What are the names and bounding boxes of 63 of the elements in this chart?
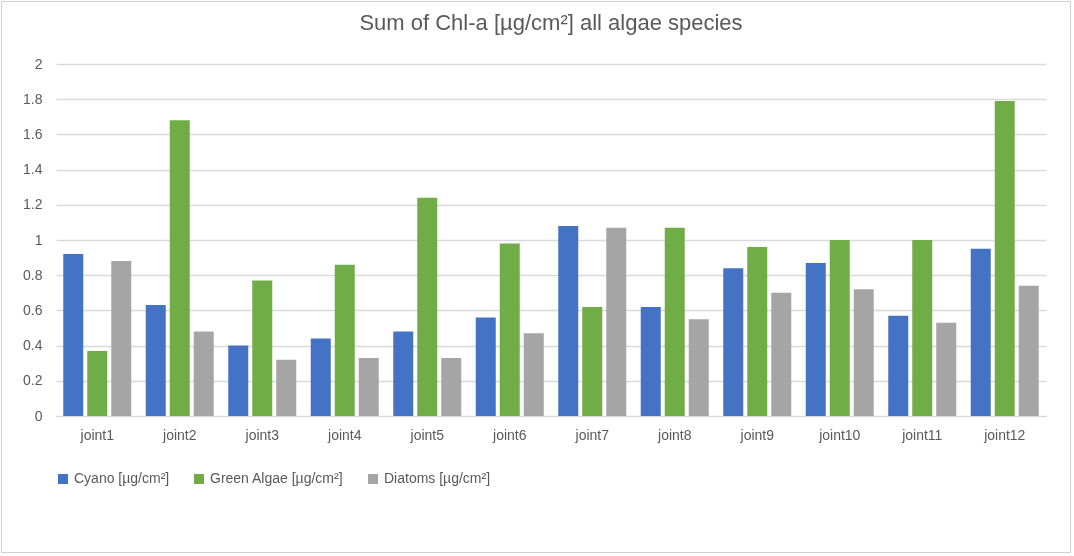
x-tick-label: joint5 bbox=[409, 426, 445, 443]
y-tick-label: 1.4 bbox=[23, 161, 43, 178]
bar bbox=[475, 317, 496, 416]
bar bbox=[358, 357, 379, 416]
y-tick-label: 0.8 bbox=[23, 266, 43, 283]
bar bbox=[417, 197, 438, 416]
x-tick-label: joint9 bbox=[739, 426, 775, 443]
bar bbox=[606, 227, 627, 416]
y-tick-label: 1.8 bbox=[23, 90, 43, 107]
x-tick-label: joint8 bbox=[657, 426, 692, 443]
bar bbox=[441, 357, 462, 416]
bar bbox=[829, 240, 850, 416]
bar bbox=[912, 240, 933, 416]
bar bbox=[499, 243, 520, 416]
y-tick-label: 0.2 bbox=[23, 372, 43, 389]
y-tick-label: 0.6 bbox=[23, 301, 43, 318]
bar bbox=[63, 254, 84, 416]
bar bbox=[169, 120, 190, 416]
bar bbox=[276, 359, 297, 416]
x-tick-label: joint2 bbox=[162, 426, 197, 443]
y-tick-label: 1 bbox=[34, 231, 43, 248]
bar bbox=[640, 306, 661, 416]
bar bbox=[111, 261, 132, 416]
x-tick-label: joint12 bbox=[983, 426, 1026, 443]
y-tick-label: 1.6 bbox=[23, 125, 43, 142]
chart-title: Sum of Chl-a [µg/cm²] all algae species bbox=[359, 10, 743, 35]
x-tick-label: joint10 bbox=[818, 426, 861, 443]
bar bbox=[310, 338, 331, 416]
bar bbox=[853, 289, 874, 416]
bar bbox=[936, 322, 957, 416]
bar bbox=[252, 280, 273, 416]
y-tick-label: 0.4 bbox=[23, 337, 43, 354]
bar bbox=[888, 315, 909, 416]
bar bbox=[994, 100, 1015, 416]
x-tick-label: joint1 bbox=[79, 426, 115, 443]
y-tick-label: 0 bbox=[34, 407, 43, 424]
legend-label: Green Algae [µg/cm²] bbox=[210, 470, 343, 486]
x-tick-label: joint6 bbox=[492, 426, 527, 443]
bar bbox=[523, 333, 544, 416]
bar bbox=[723, 268, 744, 416]
bar bbox=[970, 248, 991, 416]
y-tick-label: 2 bbox=[34, 55, 43, 72]
bar bbox=[145, 305, 166, 416]
bar bbox=[688, 319, 709, 416]
x-tick-label: joint3 bbox=[244, 426, 280, 443]
bar bbox=[664, 227, 685, 416]
bar bbox=[771, 292, 792, 416]
x-tick-label: joint7 bbox=[574, 426, 610, 443]
bar bbox=[87, 350, 108, 416]
bar bbox=[582, 306, 603, 416]
bar bbox=[558, 225, 579, 416]
bar bbox=[228, 345, 249, 416]
legend-label: Cyano [µg/cm²] bbox=[74, 470, 170, 486]
bar bbox=[193, 331, 214, 416]
bar bbox=[805, 262, 826, 416]
bar bbox=[334, 264, 355, 416]
bar bbox=[1018, 285, 1039, 416]
legend-label: Diatoms [µg/cm²] bbox=[384, 470, 491, 486]
x-tick-label: joint4 bbox=[327, 426, 362, 443]
x-tick-label: joint11 bbox=[901, 426, 943, 443]
bar bbox=[747, 247, 768, 416]
y-tick-label: 1.2 bbox=[23, 196, 43, 213]
bar bbox=[393, 331, 414, 416]
